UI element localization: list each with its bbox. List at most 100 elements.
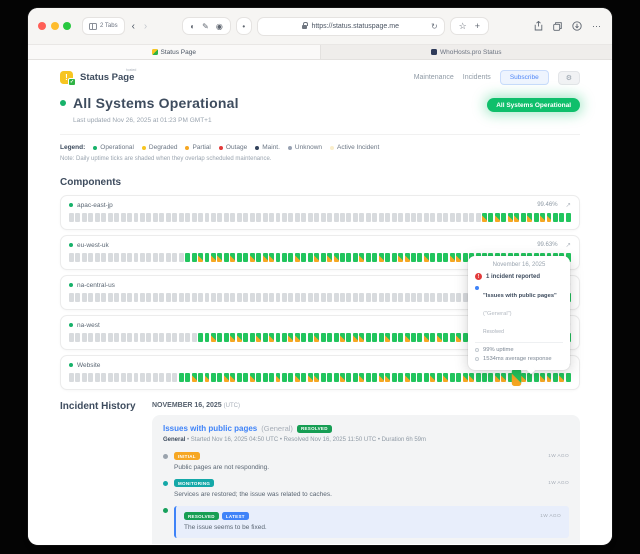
uptime-tick[interactable] [114, 293, 120, 302]
uptime-tick[interactable] [391, 253, 397, 262]
downloads-icon[interactable] [572, 21, 582, 31]
uptime-tick[interactable] [159, 333, 165, 342]
uptime-tick[interactable] [230, 253, 236, 262]
uptime-tick[interactable] [178, 293, 184, 302]
uptime-tick[interactable] [443, 253, 449, 262]
uptime-tick[interactable] [385, 253, 391, 262]
uptime-tick[interactable] [230, 333, 236, 342]
uptime-tick[interactable] [423, 213, 429, 222]
uptime-tick[interactable] [139, 213, 145, 222]
uptime-tick[interactable] [94, 293, 100, 302]
uptime-tick[interactable] [423, 293, 429, 302]
uptime-tick[interactable] [546, 213, 552, 222]
uptime-tick[interactable] [333, 213, 339, 222]
uptime-tick[interactable] [398, 213, 404, 222]
uptime-tick[interactable] [365, 293, 371, 302]
uptime-tick[interactable] [430, 253, 436, 262]
uptime-tick[interactable] [365, 253, 371, 262]
uptime-tick[interactable] [398, 333, 404, 342]
uptime-tick[interactable] [411, 333, 416, 342]
uptime-tick[interactable] [372, 333, 378, 342]
uptime-tick[interactable] [269, 253, 274, 262]
uptime-tick[interactable] [501, 213, 507, 222]
uptime-tick[interactable] [152, 333, 158, 342]
uptime-tick[interactable] [249, 293, 255, 302]
uptime-tick[interactable] [436, 213, 442, 222]
uptime-tick[interactable] [494, 373, 500, 382]
uptime-tick[interactable] [314, 333, 320, 342]
uptime-tick[interactable] [294, 333, 300, 342]
uptime-tick[interactable] [417, 213, 423, 222]
uptime-tick[interactable] [436, 253, 442, 262]
uptime-tick[interactable] [243, 373, 249, 382]
uptime-tick[interactable] [314, 373, 320, 382]
uptime-tick[interactable] [320, 373, 326, 382]
uptime-tick[interactable] [127, 333, 133, 342]
uptime-tick[interactable] [372, 293, 378, 302]
uptime-tick[interactable] [139, 253, 145, 262]
uptime-tick[interactable] [236, 333, 242, 342]
uptime-tick[interactable] [423, 373, 429, 382]
uptime-tick[interactable] [398, 253, 404, 262]
uptime-tick[interactable] [288, 373, 294, 382]
incident-title-link[interactable]: Issues with public pages [163, 424, 258, 433]
uptime-tick[interactable] [281, 293, 287, 302]
uptime-tick[interactable] [346, 253, 352, 262]
uptime-tick[interactable] [69, 213, 74, 222]
uptime-tick[interactable] [256, 253, 262, 262]
uptime-tick[interactable] [101, 293, 107, 302]
uptime-tick[interactable] [107, 293, 113, 302]
uptime-tick[interactable] [75, 253, 81, 262]
uptime-tick[interactable] [275, 373, 281, 382]
uptime-tick[interactable] [327, 333, 333, 342]
uptime-tick[interactable] [359, 373, 365, 382]
uptime-tick[interactable] [107, 253, 113, 262]
uptime-tick[interactable] [378, 373, 384, 382]
uptime-tick[interactable] [527, 373, 533, 382]
uptime-tick[interactable] [172, 293, 178, 302]
uptime-tick[interactable] [107, 333, 113, 342]
uptime-tick[interactable] [527, 213, 533, 222]
uptime-tick[interactable] [346, 333, 352, 342]
uptime-tick[interactable] [352, 293, 358, 302]
uptime-tick[interactable] [133, 373, 139, 382]
uptime-tick[interactable] [411, 253, 416, 262]
uptime-tick[interactable] [411, 293, 416, 302]
uptime-tick[interactable] [307, 213, 313, 222]
uptime-tick[interactable] [133, 253, 139, 262]
uptime-tick[interactable] [81, 253, 87, 262]
uptime-tick[interactable] [204, 333, 210, 342]
uptime-tick[interactable] [165, 253, 171, 262]
uptime-tick[interactable] [378, 253, 384, 262]
uptime-tick[interactable] [243, 253, 249, 262]
uptime-tick[interactable] [359, 333, 365, 342]
uptime-tick[interactable] [327, 293, 333, 302]
uptime-tick[interactable] [430, 293, 436, 302]
uptime-tick[interactable] [352, 253, 358, 262]
uptime-tick[interactable] [501, 373, 507, 382]
uptime-tick[interactable] [146, 293, 152, 302]
uptime-tick[interactable] [88, 293, 94, 302]
uptime-tick[interactable] [236, 213, 242, 222]
uptime-tick[interactable] [75, 333, 81, 342]
uptime-tick[interactable] [139, 373, 145, 382]
uptime-tick[interactable] [146, 213, 152, 222]
close-window-button[interactable] [38, 22, 46, 30]
uptime-tick[interactable] [333, 333, 339, 342]
uptime-tick[interactable] [133, 213, 139, 222]
uptime-tick[interactable] [352, 213, 358, 222]
uptime-tick[interactable] [378, 293, 384, 302]
uptime-tick[interactable] [94, 253, 100, 262]
back-button[interactable]: ‹ [131, 20, 135, 32]
uptime-tick[interactable] [443, 373, 449, 382]
uptime-tick[interactable] [178, 333, 184, 342]
uptime-tick[interactable] [217, 293, 223, 302]
uptime-tick[interactable] [223, 373, 229, 382]
uptime-tick[interactable] [159, 373, 165, 382]
uptime-tick[interactable] [191, 213, 197, 222]
uptime-tick[interactable] [307, 333, 313, 342]
uptime-tick[interactable] [172, 253, 178, 262]
uptime-tick[interactable] [469, 213, 475, 222]
bookmark-star-icon[interactable]: ☆ [458, 20, 467, 31]
uptime-tick[interactable] [172, 333, 178, 342]
